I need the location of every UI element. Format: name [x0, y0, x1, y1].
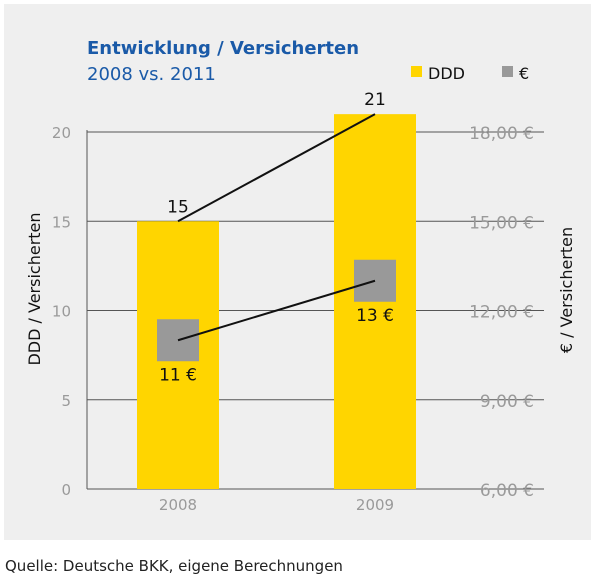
legend-swatch-euro [502, 66, 513, 77]
legend-label-ddd: DDD [428, 64, 465, 83]
y-tick-label-right: 6,00 € [480, 481, 534, 501]
data-label-ddd-2009: 21 [364, 90, 386, 110]
legend-swatch-ddd [411, 66, 422, 77]
y-tick-label-left: 0 [61, 481, 71, 499]
data-label-euro-2008: 11 € [159, 365, 197, 385]
y-tick-label-left: 5 [61, 392, 71, 410]
source-note: Quelle: Deutsche BKK, eigene Berechnunge… [5, 557, 343, 575]
data-label-euro-2009: 13 € [356, 306, 394, 326]
y-tick-label-right: 18,00 € [469, 124, 534, 144]
chart-subtitle: 2008 vs. 2011 [87, 64, 216, 85]
data-label-ddd-2008: 15 [167, 197, 189, 217]
trend-line-ddd [177, 113, 376, 223]
legend-label-euro: € [519, 64, 529, 83]
y-tick-label-left: 15 [52, 213, 71, 231]
chart-panel [4, 4, 591, 540]
legend: DDD € [411, 64, 529, 83]
y-tick-label-right: 9,00 € [480, 392, 534, 412]
y-tick-label-left: 10 [52, 303, 71, 321]
trend-line-euro [177, 279, 376, 342]
x-tick-label-2008: 2008 [159, 496, 197, 514]
x-tick-label-2009: 2009 [356, 496, 394, 514]
y-tick-label-left: 20 [52, 124, 71, 142]
y-axis-label-left: DDD / Versicherten [25, 212, 44, 365]
y-axis-label-right: € / Versicherten [557, 227, 576, 353]
chart-title: Entwicklung / Versicherten [87, 38, 359, 59]
y-tick-label-right: 15,00 € [469, 213, 534, 233]
y-tick-label-right: 12,00 € [469, 303, 534, 323]
